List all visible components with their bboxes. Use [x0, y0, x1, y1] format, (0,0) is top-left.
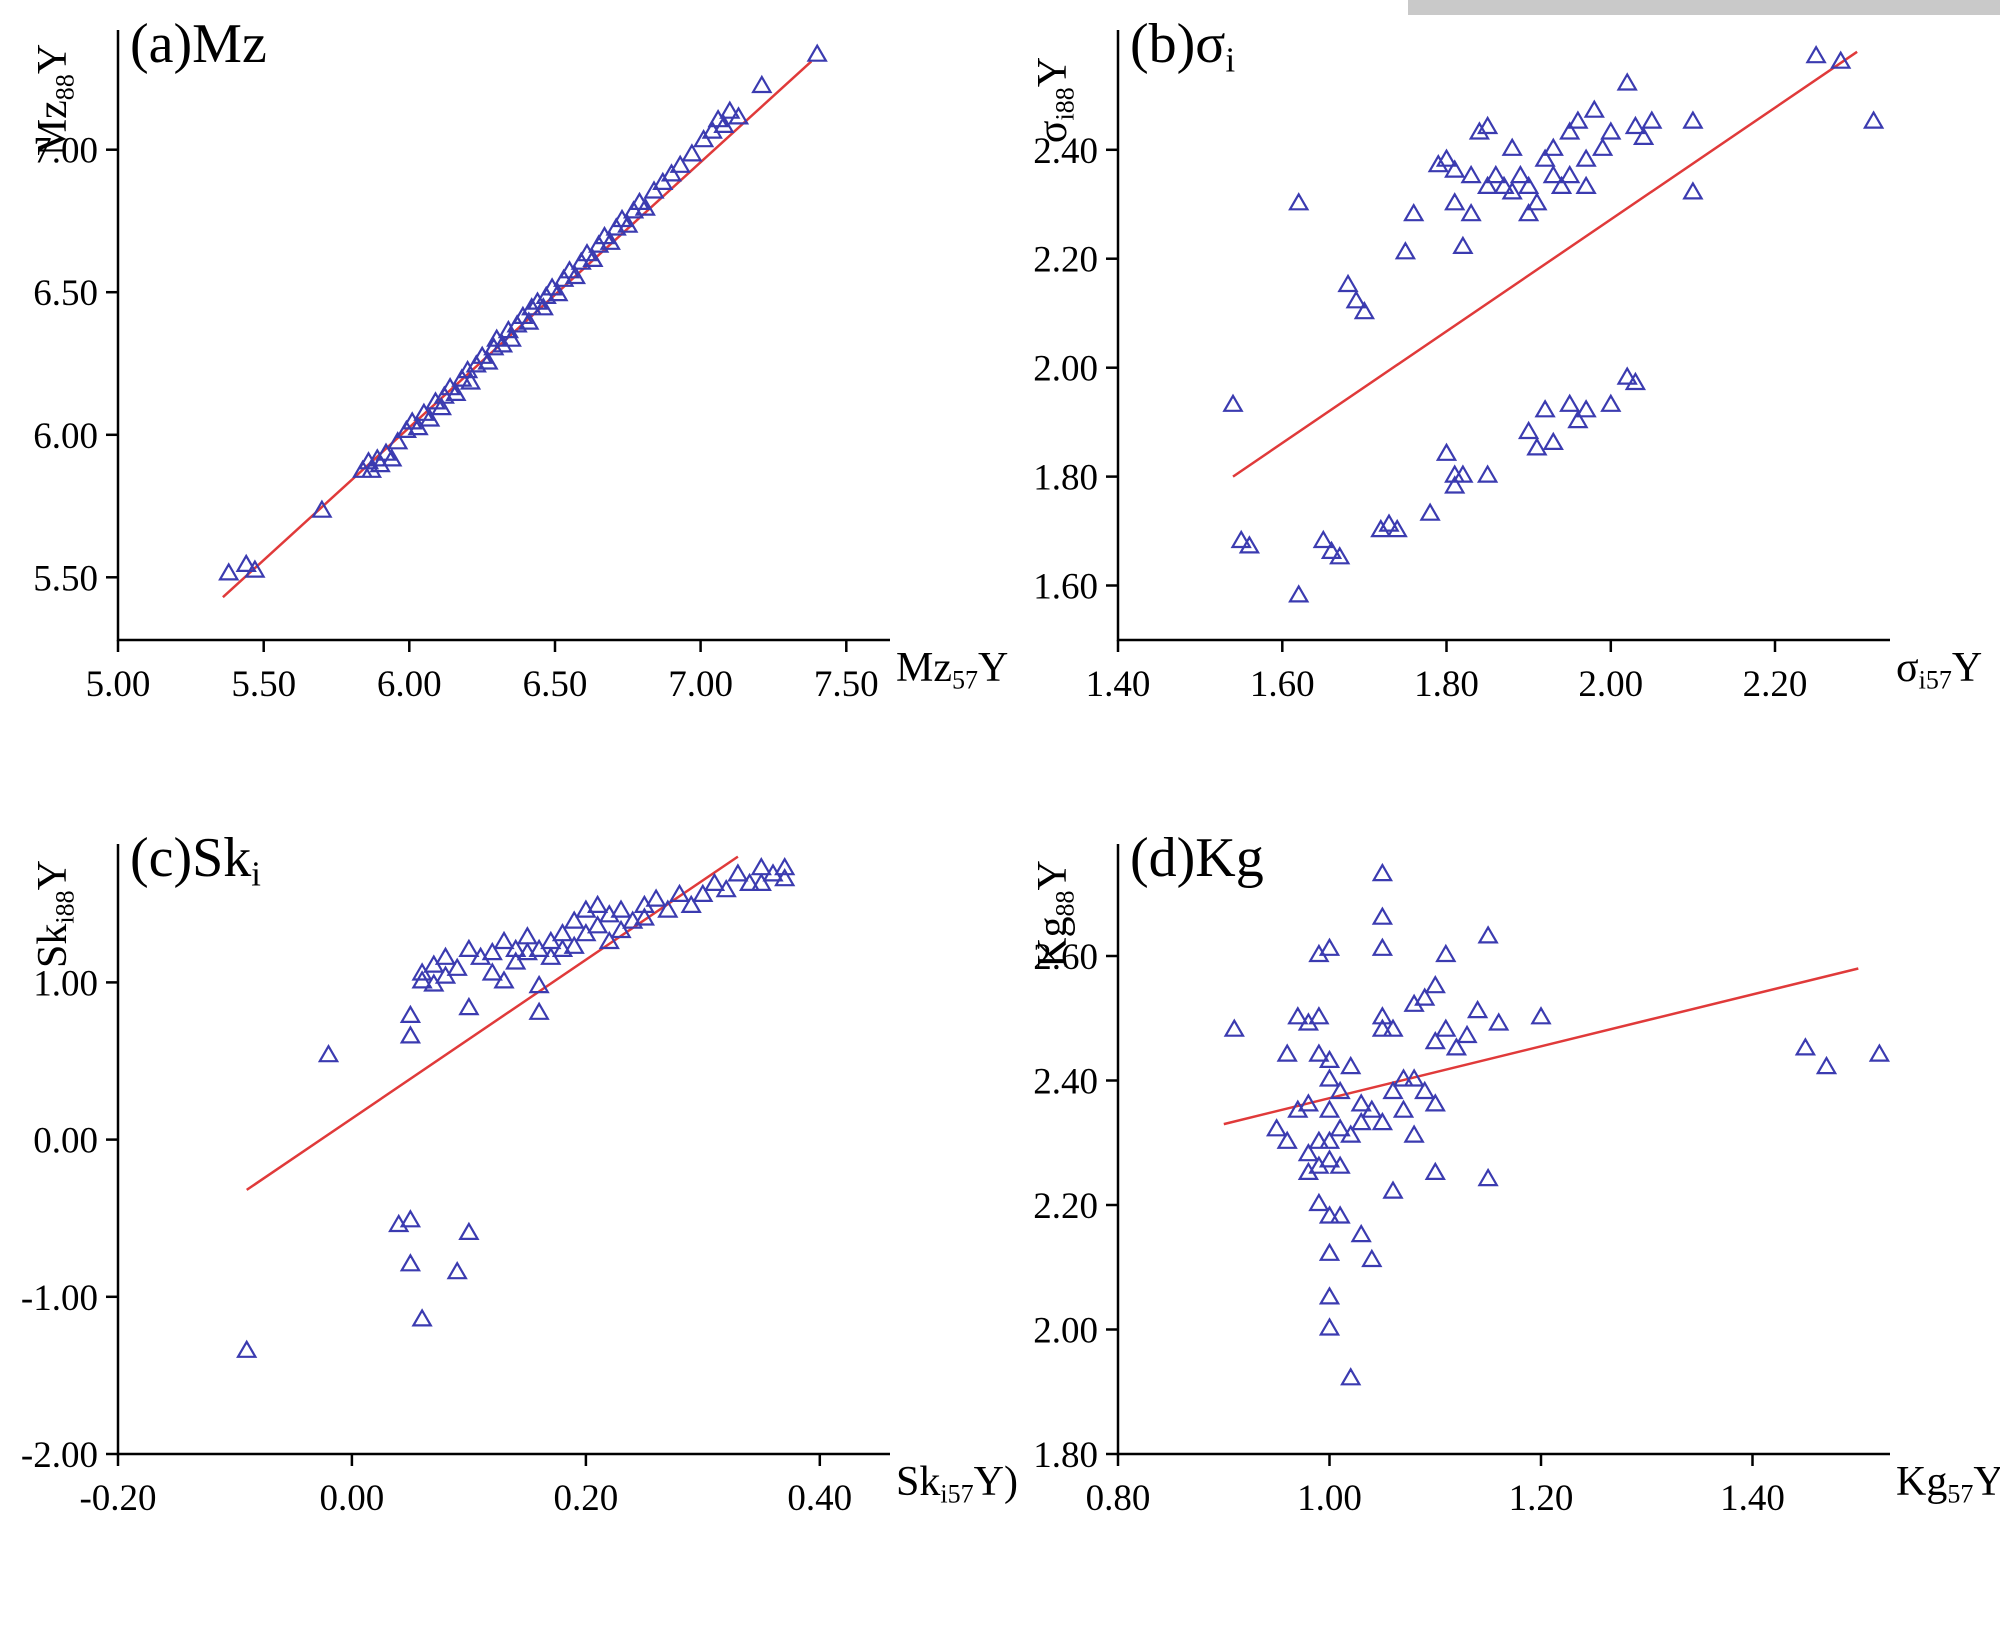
svg-text:1.00: 1.00: [1297, 1478, 1362, 1519]
panel-b-ylabel-sub: i88: [1050, 87, 1080, 121]
panel-d-xlabel-sub: 57: [1947, 1479, 1974, 1509]
svg-text:6.00: 6.00: [33, 416, 98, 457]
svg-text:7.00: 7.00: [33, 131, 98, 172]
svg-text:0.40: 0.40: [787, 1478, 852, 1519]
panel-a-xlabel-sub: 57: [952, 665, 979, 695]
svg-text:1.40: 1.40: [1086, 664, 1151, 705]
svg-text:2.40: 2.40: [1033, 1062, 1098, 1103]
panel-c-xlabel-text: Sk: [896, 1459, 941, 1505]
panel-c-ylabel-text: Sk: [30, 923, 76, 968]
svg-text:-1.00: -1.00: [21, 1278, 98, 1319]
panel-a-ylabel-post: Y: [30, 43, 76, 75]
svg-text:5.00: 5.00: [86, 664, 151, 705]
panel-b: 1.40 1.60 1.80 2.00 2.20 1.60 1.80 2.00 2.20 2.40…: [1000, 0, 2000, 814]
panel-c-ylabel-post: Y: [30, 860, 76, 891]
svg-text:2.00: 2.00: [1033, 1311, 1098, 1352]
svg-text:7.00: 7.00: [668, 664, 733, 705]
svg-text:1.60: 1.60: [1250, 664, 1315, 705]
panel-c-x-axis-label: Ski57Y): [896, 1458, 1018, 1509]
panel-c: -0.20 0.00 0.20 0.40 -2.00 -1.00 0.00 1.00 (c)S…: [0, 814, 1018, 1628]
svg-text:5.50: 5.50: [33, 558, 98, 599]
panel-b-title: (b)σi: [1130, 12, 1235, 81]
svg-text:1.40: 1.40: [1720, 1478, 1785, 1519]
panel-c-xlabel-sub: i57: [940, 1479, 974, 1509]
panel-b-title-text: (b)σ: [1130, 13, 1226, 75]
svg-text:0.00: 0.00: [33, 1121, 98, 1162]
svg-text:6.00: 6.00: [377, 664, 442, 705]
svg-text:2.20: 2.20: [1743, 664, 1808, 705]
svg-text:6.50: 6.50: [33, 273, 98, 314]
panel-d-title-text: (d)Kg: [1130, 827, 1264, 889]
panel-c-title-text: (c)Sk: [130, 827, 252, 889]
panel-a-x-axis-label: Mz57Y: [896, 644, 1008, 695]
panel-d-title: (d)Kg: [1130, 826, 1264, 895]
panel-c-title-sub: i: [251, 854, 261, 894]
panel-d-xlabel-text: Kg: [1896, 1459, 1948, 1505]
svg-text:5.50: 5.50: [231, 664, 296, 705]
svg-text:-2.00: -2.00: [21, 1435, 98, 1476]
panel-d-ylabel-post: Y: [1030, 860, 1076, 891]
panel-d-y-axis-label: Kg88Y: [1029, 764, 1079, 1064]
panel-a-xlabel-post: Y: [978, 645, 1009, 691]
panel-a-title: (a)Mz: [130, 12, 267, 81]
svg-text:1.60: 1.60: [1033, 567, 1098, 608]
panel-a-ylabel-text: Mz: [30, 100, 76, 157]
svg-text:1.00: 1.00: [33, 963, 98, 1004]
panel-b-ylabel-text: σ: [1030, 120, 1076, 144]
svg-text:-0.20: -0.20: [79, 1478, 156, 1519]
svg-text:2.00: 2.00: [1033, 349, 1098, 390]
panel-c-y-axis-label: Ski88Y: [29, 764, 79, 1064]
panel-c-title: (c)Ski: [130, 826, 261, 895]
svg-text:6.50: 6.50: [523, 664, 588, 705]
panel-a-y-axis-label: Mz88Y: [29, 0, 79, 250]
svg-text:2.40: 2.40: [1033, 131, 1098, 172]
panel-b-xlabel-sub: i57: [1918, 665, 1952, 695]
svg-text:1.20: 1.20: [1509, 1478, 1574, 1519]
panel-b-y-axis-label: σi88Y: [1029, 0, 1079, 250]
svg-text:1.80: 1.80: [1033, 458, 1098, 499]
svg-text:2.00: 2.00: [1578, 664, 1643, 705]
panel-a: 5.00 5.50 6.00 6.50 7.00 7.50 5.50 6.00 6.50 7.00…: [0, 0, 1008, 814]
panel-b-ylabel-post: Y: [1030, 56, 1076, 88]
panel-b-xlabel-text: σ: [1896, 645, 1919, 691]
panel-d-x-axis-label: Kg57Y: [1896, 1458, 2000, 1509]
panel-b-title-sub: i: [1225, 40, 1236, 80]
svg-text:0.80: 0.80: [1086, 1478, 1151, 1519]
panel-d-xlabel-post: Y: [1973, 1459, 2000, 1505]
panel-c-ylabel-sub: i88: [50, 890, 80, 924]
svg-text:1.80: 1.80: [1033, 1435, 1098, 1476]
svg-text:2.20: 2.20: [1033, 240, 1098, 281]
gray-artifact-bar: [1408, 0, 2000, 15]
svg-text:7.50: 7.50: [814, 664, 879, 705]
panel-a-xlabel-text: Mz: [896, 645, 952, 691]
panel-c-plot: -0.20 0.00 0.20 0.40 -2.00 -1.00 0.00 1.00: [21, 844, 890, 1519]
panel-b-xlabel-post: Y: [1951, 645, 1983, 691]
svg-text:2.20: 2.20: [1033, 1186, 1098, 1227]
panel-b-x-axis-label: σi57Y: [1896, 644, 1982, 695]
panel-b-plot: 1.40 1.60 1.80 2.00 2.20 1.60 1.80 2.00 2.20 2.40: [1033, 30, 1890, 705]
panel-d-ylabel-sub: 88: [1050, 890, 1080, 917]
svg-text:2.60: 2.60: [1033, 937, 1098, 978]
panel-c-xlabel-post: Y): [973, 1459, 1018, 1505]
panel-d-plot: 0.80 1.00 1.20 1.40 1.80 2.00 2.20 2.40 2.60: [1033, 844, 1891, 1519]
panel-d-ylabel-text: Kg: [1030, 916, 1076, 968]
panel-a-title-text: (a)Mz: [130, 13, 267, 75]
svg-text:1.80: 1.80: [1414, 664, 1479, 705]
panel-a-plot: 5.00 5.50 6.00 6.50 7.00 7.50 5.50 6.00 6.50 7.00: [33, 30, 890, 705]
svg-text:0.20: 0.20: [554, 1478, 619, 1519]
panel-d: 0.80 1.00 1.20 1.40 1.80 2.00 2.20 2.40 2.60 (d)…: [1000, 814, 2000, 1628]
panel-a-ylabel-sub: 88: [50, 74, 80, 101]
svg-text:0.00: 0.00: [320, 1478, 385, 1519]
